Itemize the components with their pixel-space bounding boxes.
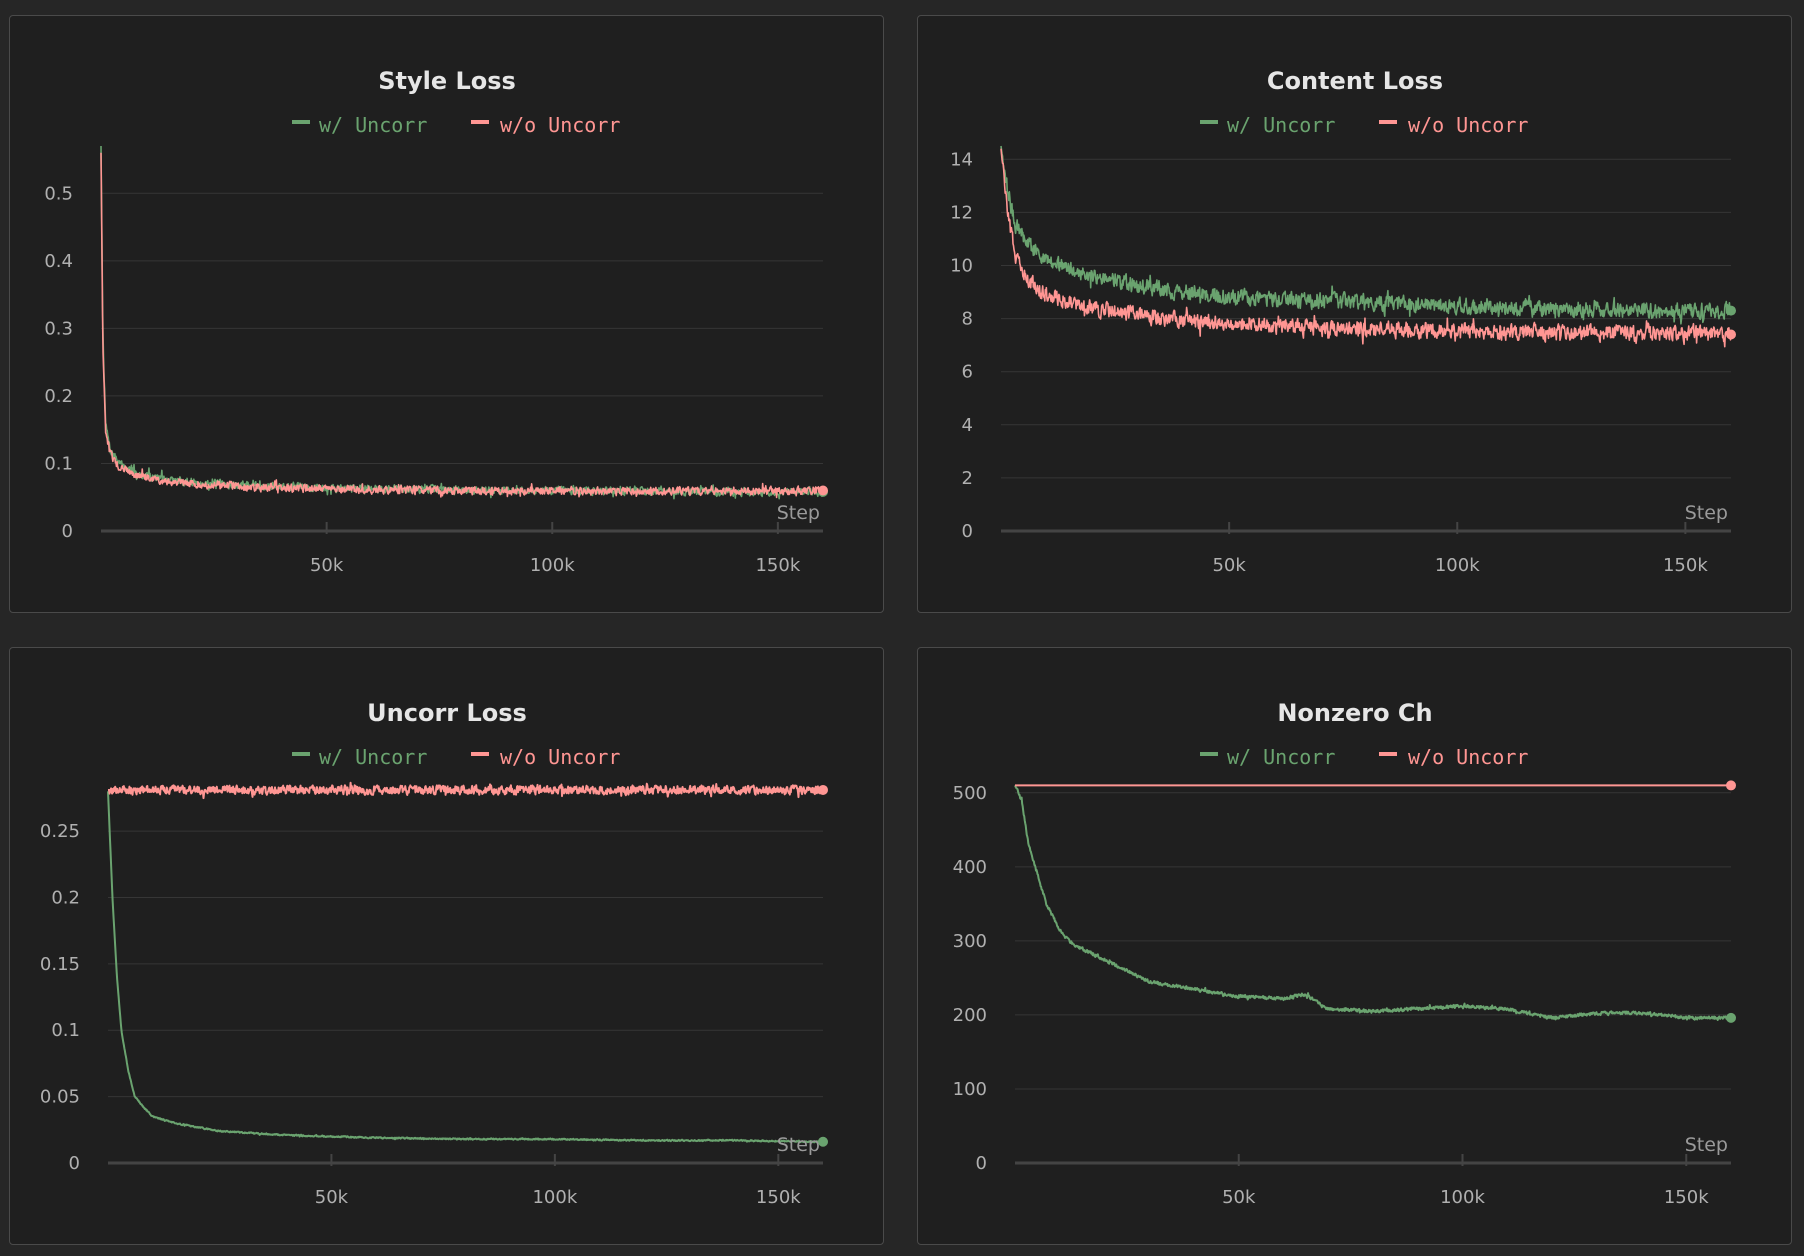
y-tick-label: 100 <box>953 1079 987 1100</box>
legend-label-w-uncorr[interactable]: w/ Uncorr <box>319 113 427 137</box>
legend-label-w-uncorr[interactable]: w/ Uncorr <box>1227 745 1335 769</box>
chart-svg: Nonzero Ch w/ Uncorr w/o Uncorr 0 100 200 300 4… <box>953 699 1736 1208</box>
x-tick-label: 50k <box>1212 555 1246 576</box>
x-axis-label: Step <box>1685 1134 1728 1156</box>
legend-marker-w-o-uncorr <box>471 120 489 124</box>
chart-panel-content-loss: Content Loss w/ Uncorr w/o Uncorr 0 2 4 6 8 10 12… <box>917 15 1792 613</box>
y-tick-label: 500 <box>953 783 987 804</box>
y-tick-label: 0 <box>962 521 973 542</box>
series-endpoint-w-o-uncorr[interactable] <box>818 485 828 496</box>
series-endpoint-w-uncorr[interactable] <box>1726 1012 1736 1023</box>
y-tick-label: 14 <box>950 149 973 170</box>
y-tick-label: 0.3 <box>44 318 73 339</box>
chart-title: Content Loss <box>1267 67 1443 95</box>
chart-title: Nonzero Ch <box>1277 699 1432 727</box>
x-tick-label: 100k <box>530 555 575 576</box>
x-tick-label: 50k <box>310 555 344 576</box>
legend-marker-w-o-uncorr <box>471 752 489 756</box>
y-tick-label: 0.1 <box>44 453 73 474</box>
legend-label-w-o-uncorr[interactable]: w/o Uncorr <box>1408 113 1528 137</box>
y-tick-label: 4 <box>962 415 973 436</box>
series-line-w-uncorr[interactable] <box>1000 145 1732 325</box>
chart-panel-nonzero-ch: Nonzero Ch w/ Uncorr w/o Uncorr 0 100 200 300 4… <box>917 647 1792 1245</box>
x-tick-label: 150k <box>1664 1187 1709 1208</box>
series-line-w-uncorr[interactable] <box>107 791 824 1144</box>
x-tick-label: 100k <box>532 1187 577 1208</box>
chart-title: Uncorr Loss <box>367 699 527 727</box>
legend-label-w-uncorr[interactable]: w/ Uncorr <box>319 745 427 769</box>
y-tick-label: 6 <box>962 362 973 383</box>
legend-marker-w-uncorr <box>1200 752 1218 756</box>
series-endpoint-w-uncorr[interactable] <box>1726 305 1736 316</box>
series-line-w-o-uncorr[interactable] <box>107 781 824 800</box>
y-tick-label: 200 <box>953 1005 987 1026</box>
y-tick-label: 0.15 <box>40 954 80 975</box>
chart-svg: Style Loss w/ Uncorr w/o Uncorr 0 0.1 0.2 0.3 0… <box>44 67 828 576</box>
x-tick-label: 150k <box>756 1187 801 1208</box>
chart-panel-uncorr-loss: Uncorr Loss w/ Uncorr w/o Uncorr 0 0.05 0.1 0.… <box>9 647 884 1245</box>
y-tick-label: 10 <box>950 255 973 276</box>
y-tick-label: 12 <box>950 202 973 223</box>
x-tick-label: 100k <box>1435 555 1480 576</box>
y-tick-label: 300 <box>953 931 987 952</box>
y-tick-label: 0.25 <box>40 821 80 842</box>
chart-panel-style-loss: Style Loss w/ Uncorr w/o Uncorr 0 0.1 0.2 0.3 0… <box>9 15 884 613</box>
x-axis-label: Step <box>777 502 820 524</box>
y-tick-label: 400 <box>953 857 987 878</box>
y-tick-label: 0.2 <box>44 386 73 407</box>
y-tick-label: 0.1 <box>51 1020 80 1041</box>
y-tick-label: 0 <box>976 1153 987 1174</box>
chart-svg: Content Loss w/ Uncorr w/o Uncorr 0 2 4 6 8 10 12… <box>950 67 1736 576</box>
chart-svg: Uncorr Loss w/ Uncorr w/o Uncorr 0 0.05 0.1 0.… <box>40 699 828 1208</box>
y-tick-label: 0 <box>69 1153 80 1174</box>
series-line-w-o-uncorr[interactable] <box>1000 148 1732 348</box>
series-line-w-uncorr[interactable] <box>100 145 824 500</box>
x-axis-label: Step <box>777 1134 820 1156</box>
legend-marker-w-uncorr <box>1200 120 1218 124</box>
series-endpoint-w-o-uncorr[interactable] <box>1726 329 1736 340</box>
legend-marker-w-o-uncorr <box>1379 120 1397 124</box>
legend-label-w-o-uncorr[interactable]: w/o Uncorr <box>500 113 620 137</box>
x-tick-label: 100k <box>1440 1187 1485 1208</box>
x-tick-label: 150k <box>1663 555 1708 576</box>
x-tick-label: 50k <box>1222 1187 1256 1208</box>
y-tick-label: 0.05 <box>40 1087 80 1108</box>
y-tick-label: 0 <box>62 521 73 542</box>
chart-title: Style Loss <box>378 67 516 95</box>
legend-marker-w-uncorr <box>292 752 310 756</box>
series-endpoint-w-o-uncorr[interactable] <box>818 784 828 795</box>
y-tick-label: 0.5 <box>44 183 73 204</box>
legend-marker-w-uncorr <box>292 120 310 124</box>
series-line-w-uncorr[interactable] <box>1014 784 1732 1021</box>
series-endpoint-w-uncorr[interactable] <box>818 1136 828 1147</box>
x-tick-label: 150k <box>755 555 800 576</box>
series-line-w-o-uncorr[interactable] <box>100 152 824 499</box>
legend-marker-w-o-uncorr <box>1379 752 1397 756</box>
y-tick-label: 8 <box>962 309 973 330</box>
legend-label-w-o-uncorr[interactable]: w/o Uncorr <box>1408 745 1528 769</box>
y-tick-label: 2 <box>962 468 973 489</box>
x-tick-label: 50k <box>315 1187 349 1208</box>
legend-label-w-uncorr[interactable]: w/ Uncorr <box>1227 113 1335 137</box>
x-axis-label: Step <box>1685 502 1728 524</box>
legend-label-w-o-uncorr[interactable]: w/o Uncorr <box>500 745 620 769</box>
y-tick-label: 0.4 <box>44 251 73 272</box>
series-endpoint-w-o-uncorr[interactable] <box>1726 780 1736 791</box>
y-tick-label: 0.2 <box>51 887 80 908</box>
